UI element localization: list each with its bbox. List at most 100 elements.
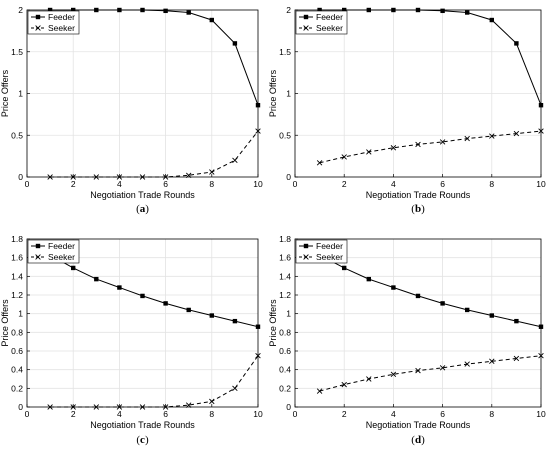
data-point-feeder (163, 8, 168, 14)
series-line-seeker (319, 130, 542, 164)
x-tick-label: 4 (117, 179, 122, 189)
y-tick-label: 1 (18, 309, 23, 319)
data-point-feeder (366, 7, 371, 13)
x-tick-label: 8 (209, 409, 214, 419)
chart-panel-b: 0 2 4 6 8 10 0 0.5 1 1.5 2 Negotiation Trade Rounds… (268, 5, 546, 215)
data-point-feeder (514, 318, 519, 324)
y-tick-label: 0.4 (279, 365, 291, 375)
data-point-seeker (415, 367, 421, 374)
data-point-feeder (538, 102, 544, 108)
data-point-feeder (209, 313, 214, 318)
data-point-seeker (489, 133, 495, 139)
data-point-seeker (70, 174, 76, 180)
data-point-seeker (255, 128, 261, 134)
data-point-seeker (93, 404, 100, 410)
x-tick-label: 0 (25, 179, 30, 189)
data-point-feeder (415, 7, 421, 13)
y-tick-label: 0 (286, 402, 291, 412)
x-tick-label: 8 (489, 409, 494, 419)
x-tick-label: 6 (163, 179, 168, 189)
y-tick-label: 1.6 (11, 253, 23, 263)
data-point-seeker (415, 141, 421, 148)
x-tick-label: 0 (293, 179, 298, 189)
series-line-feeder (50, 9, 259, 106)
data-point-seeker (47, 404, 53, 410)
x-tick-label: 2 (71, 409, 76, 419)
data-point-seeker (366, 376, 372, 382)
data-point-feeder (163, 301, 168, 306)
data-point-feeder (71, 265, 76, 271)
x-tick-label: 10 (536, 409, 546, 419)
series-line-feeder (49, 254, 259, 328)
chart-panel-a: 0 2 4 6 8 10 0 0.5 1 1.5 2 Negotiation Trade Rounds… (0, 5, 263, 215)
data-point-feeder (465, 307, 470, 313)
x-axis-label: Negotiation Trade Rounds (90, 420, 195, 430)
data-point-seeker (116, 404, 123, 410)
y-tick-label: 0.8 (11, 327, 23, 337)
data-point-feeder (391, 285, 396, 290)
data-point-seeker (162, 404, 169, 410)
y-tick-label: 2 (286, 5, 291, 15)
data-point-feeder (255, 324, 261, 329)
data-point-feeder (232, 41, 238, 46)
data-point-feeder (140, 7, 145, 13)
plot-frame (26, 238, 259, 408)
y-axis-label: Price Offers (268, 69, 278, 117)
data-point-seeker (341, 381, 347, 388)
legend-marker-seeker (303, 254, 309, 260)
data-point-seeker (185, 402, 192, 408)
y-axis-label: Price Offers (0, 69, 10, 117)
y-tick-label: 1 (18, 89, 23, 99)
series-line-seeker (50, 355, 259, 408)
data-point-seeker (232, 385, 238, 392)
data-point-feeder (366, 276, 371, 282)
x-axis-label: Negotiation Trade Rounds (366, 190, 471, 200)
x-tick-label: 2 (342, 409, 347, 419)
data-point-feeder (489, 17, 494, 23)
data-point-seeker (390, 145, 397, 151)
legend-label-feeder: Feeder (316, 12, 343, 22)
panel-caption: (c) (136, 434, 149, 446)
data-point-feeder (514, 41, 519, 46)
data-point-seeker (439, 365, 446, 371)
data-point-feeder (440, 8, 445, 14)
y-tick-label: 0.6 (279, 346, 291, 356)
y-tick-label: 0 (18, 172, 23, 182)
y-tick-label: 0.6 (11, 346, 23, 356)
x-tick-label: 10 (536, 179, 546, 189)
x-tick-label: 4 (391, 179, 396, 189)
data-point-seeker (162, 174, 169, 180)
y-tick-label: 2 (18, 5, 23, 15)
y-tick-label: 0.4 (11, 365, 23, 375)
x-tick-label: 6 (440, 409, 445, 419)
x-tick-label: 6 (440, 179, 445, 189)
data-point-feeder (342, 7, 347, 13)
x-tick-label: 0 (293, 409, 298, 419)
data-point-feeder (209, 17, 214, 23)
data-point-seeker (316, 160, 323, 166)
y-tick-label: 1.5 (279, 47, 291, 57)
data-point-seeker (439, 139, 446, 145)
data-point-seeker (93, 174, 100, 180)
x-tick-label: 10 (253, 409, 263, 419)
legend-label-feeder: Feeder (316, 241, 343, 251)
data-point-seeker (489, 358, 495, 364)
y-tick-label: 1.4 (11, 271, 23, 281)
data-point-feeder (117, 285, 122, 290)
legend-marker-seeker (303, 25, 309, 31)
x-tick-label: 0 (25, 409, 30, 419)
panel-caption: (a) (136, 203, 149, 215)
legend-label-seeker: Seeker (48, 23, 75, 33)
legend-label-seeker: Seeker (48, 252, 75, 262)
y-tick-label: 1 (286, 309, 291, 319)
y-tick-label: 0.2 (11, 383, 23, 393)
legend-marker-feeder (303, 243, 309, 249)
y-tick-label: 1.8 (11, 234, 23, 244)
y-tick-label: 1.4 (279, 271, 291, 281)
y-tick-label: 1.8 (279, 234, 291, 244)
data-point-seeker (513, 355, 520, 362)
data-point-seeker (464, 135, 470, 142)
y-tick-label: 0.8 (279, 327, 291, 337)
data-point-seeker (209, 169, 215, 175)
y-tick-label: 1.5 (11, 47, 23, 57)
